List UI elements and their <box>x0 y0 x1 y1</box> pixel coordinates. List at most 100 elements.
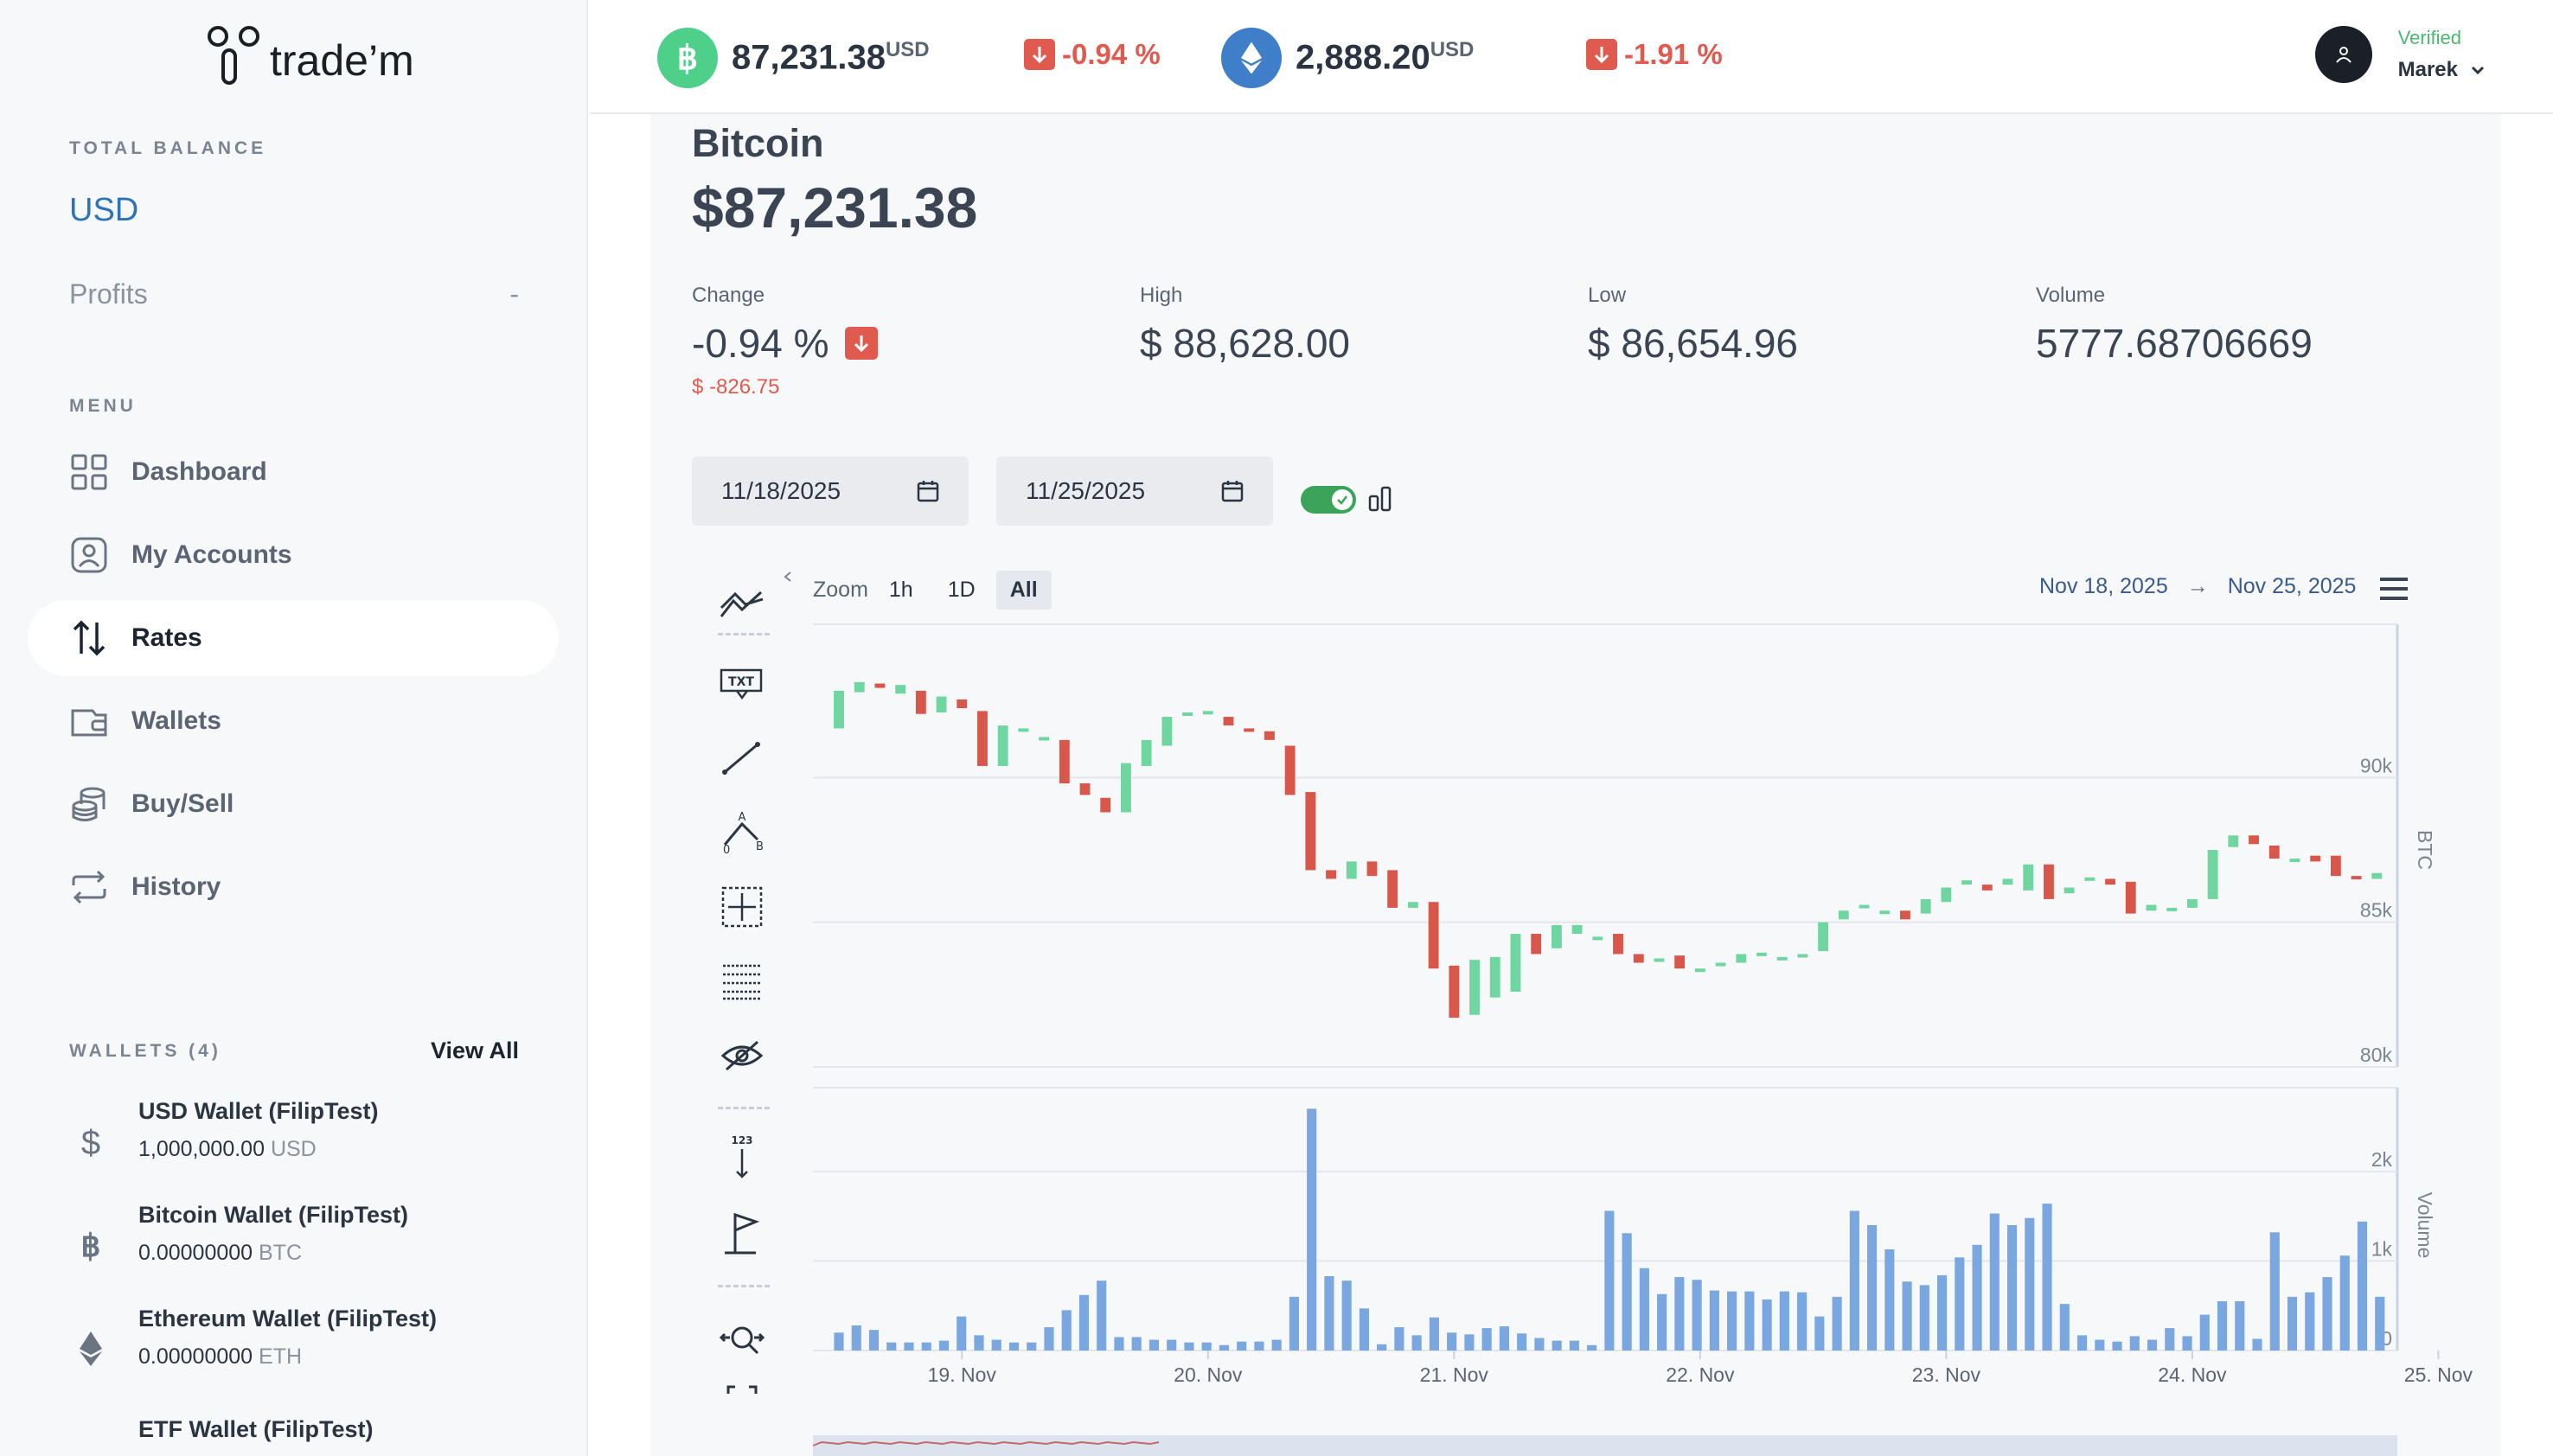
volume-bar <box>1254 1341 1264 1351</box>
candle <box>915 690 926 714</box>
fullscreen-tool[interactable] <box>707 1380 777 1414</box>
zoom-1h-button[interactable]: 1h <box>888 578 913 602</box>
price-tick-label: 90k <box>2360 754 2393 776</box>
candle <box>1079 783 1091 795</box>
wallet-item-bitcoin[interactable]: ฿ Bitcoin Wallet (FilipTest) 0.00000000 … <box>69 1202 553 1288</box>
user-menu[interactable]: Verified Marek <box>2314 26 2487 83</box>
volume-bar <box>1464 1334 1475 1351</box>
user-icon <box>2335 47 2351 63</box>
dollar-icon: $ <box>80 1124 101 1162</box>
candle <box>1469 960 1480 1015</box>
app-logo[interactable]: trade’m <box>204 24 414 86</box>
profits-row: Profits - <box>69 278 519 310</box>
ethereum-icon <box>1221 28 1282 88</box>
menu-item-dashboard[interactable]: Dashboard <box>28 434 559 510</box>
btc-ticker[interactable]: ฿ 87,231.38USD <box>657 28 930 88</box>
volume-bar <box>2025 1217 2035 1351</box>
wallet-item-ethereum[interactable]: Ethereum Wallet (FilipTest) 0.00000000 E… <box>69 1306 553 1392</box>
candle <box>1756 952 1767 956</box>
menu-item-rates[interactable]: Rates <box>28 600 559 676</box>
candle <box>1366 861 1378 877</box>
range-from[interactable]: Nov 18, 2025 <box>2039 574 2168 598</box>
calendar-icon[interactable] <box>1221 480 1244 502</box>
navigator-series <box>812 1440 1160 1446</box>
volume-bar <box>1008 1342 1020 1351</box>
candle <box>1531 934 1542 955</box>
volume-bar <box>2129 1336 2140 1351</box>
wallet-item-usd[interactable]: $ USD Wallet (FilipTest) 1,000,000.00 US… <box>69 1098 553 1185</box>
candle <box>895 685 906 694</box>
stat-value: -0.94 % <box>692 321 829 366</box>
date-from-input[interactable]: 11/18/2025 <box>692 457 969 526</box>
volume-toggle[interactable] <box>1301 486 1356 514</box>
candle <box>1510 934 1521 992</box>
menu-item-wallets[interactable]: Wallets <box>28 683 559 759</box>
stat-change: Change -0.94 % $ -826.75 <box>692 284 885 399</box>
stat-value: $ 86,654.96 <box>1588 321 1799 366</box>
text-tool[interactable]: TXT <box>707 654 777 714</box>
volume-bar <box>1184 1342 1194 1351</box>
candle <box>1715 962 1726 967</box>
candle <box>1797 954 1808 958</box>
hide-drawings-tool[interactable] <box>707 1025 777 1086</box>
flag-tool[interactable] <box>707 1204 777 1264</box>
volume-bar <box>1324 1276 1334 1351</box>
wallet-name: ETF Wallet (FilipTest) <box>138 1416 374 1442</box>
stat-value: 5777.68706669 <box>2036 321 2313 366</box>
candle <box>1121 763 1131 813</box>
chevron-down-icon[interactable] <box>2468 61 2487 80</box>
verified-badge: Verified <box>2397 27 2462 48</box>
pattern-tool[interactable]: A 0 B <box>707 802 777 863</box>
menu-item-my-accounts[interactable]: My Accounts <box>28 517 559 593</box>
price-indicator-tool[interactable]: 123 <box>707 1127 777 1188</box>
menu-item-history[interactable]: History <box>28 849 559 925</box>
zoom-tool[interactable] <box>707 1309 777 1370</box>
stat-value: $ 88,628.00 <box>1140 321 1351 366</box>
avatar[interactable] <box>2314 26 2372 83</box>
date-to-input[interactable]: 11/25/2025 <box>996 457 1273 526</box>
price-chart[interactable]: 80k 85k 90k 0 1k 2k BTC Volume 19. Nov 20. Nov 21.… <box>650 114 2501 1456</box>
volume-bar <box>2217 1301 2228 1351</box>
x-tick-label: 23. Nov <box>1912 1363 1981 1386</box>
rates-icon <box>69 618 109 658</box>
balance-currency[interactable]: USD <box>69 192 139 228</box>
calendar-icon[interactable] <box>917 480 939 502</box>
eth-ticker[interactable]: 2,888.20USD <box>1221 28 1474 88</box>
crosshair-tool[interactable] <box>707 877 777 937</box>
zoom-all-button[interactable]: All <box>995 571 1052 610</box>
candle <box>1941 887 1952 903</box>
candle <box>2228 835 2239 847</box>
wallet-item-etf[interactable]: ETF Wallet (FilipTest) <box>69 1409 553 1456</box>
volume-bar <box>1569 1340 1579 1351</box>
date-from-value: 11/18/2025 <box>721 477 841 504</box>
top-bar: ฿ 87,231.38USD -0.94 % 2,888.20USD -1.91… <box>590 0 2553 114</box>
candle <box>1838 910 1849 920</box>
candle <box>1900 910 1910 920</box>
line-tool[interactable] <box>707 728 777 789</box>
stat-label: High <box>1140 284 1183 307</box>
candle <box>997 725 1008 766</box>
volume-bar <box>2305 1292 2315 1351</box>
chart-menu-icon[interactable] <box>2378 576 2409 602</box>
logo-mark-icon <box>208 26 259 85</box>
volume-bar <box>1674 1277 1685 1351</box>
fibonacci-tool[interactable] <box>707 951 777 1012</box>
volume-bar <box>1429 1317 1439 1351</box>
volume-bar <box>2375 1296 2385 1351</box>
zoom-1d-button[interactable]: 1D <box>947 578 976 602</box>
candle <box>2002 878 2013 885</box>
menu-item-buy-sell[interactable]: Buy/Sell <box>28 766 559 842</box>
stat-low: Low $ 86,654.96 <box>1588 284 1798 367</box>
collapse-toolbar-icon[interactable] <box>782 571 794 583</box>
volume-bar <box>2339 1255 2350 1351</box>
candle <box>1920 898 1931 914</box>
measure-icon <box>721 886 763 928</box>
wallet-unit: ETH <box>259 1344 303 1369</box>
candle <box>1613 934 1623 955</box>
view-all-link[interactable]: View All <box>430 1038 519 1063</box>
indicators-tool[interactable] <box>707 574 777 635</box>
range-to[interactable]: Nov 25, 2025 <box>2227 574 2357 598</box>
volume-bar <box>1307 1108 1317 1351</box>
candle <box>1346 861 1357 879</box>
x-tick-label: 25. Nov <box>2404 1363 2473 1386</box>
